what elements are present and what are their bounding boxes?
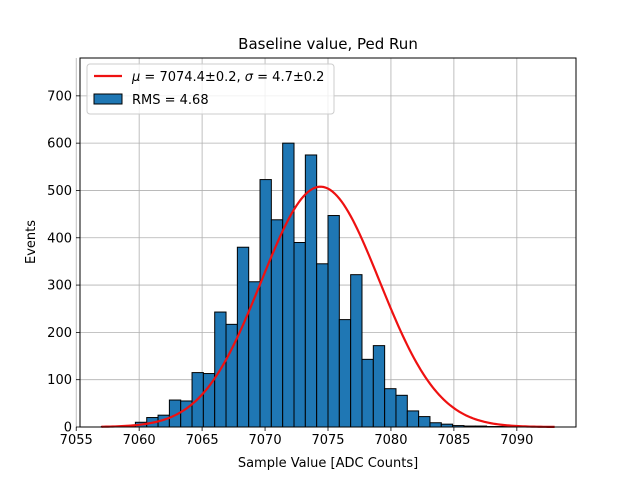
y-tick-label: 500	[47, 184, 72, 199]
x-tick-label: 7065	[186, 433, 219, 448]
histogram-bar	[350, 274, 363, 428]
histogram-bar	[327, 215, 340, 428]
histogram-bar	[406, 410, 420, 428]
histogram-bar	[418, 416, 431, 428]
y-tick-label: 700	[47, 89, 72, 104]
legend-fit-sigma-value: = 4.7±0.2	[253, 70, 324, 85]
x-tick-label: 7090	[500, 433, 533, 448]
legend-histogram-swatch	[93, 93, 123, 105]
y-tick-label: 200	[47, 326, 72, 341]
legend-fit-label: μ = 7074.4±0.2, σ = 4.7±0.2	[131, 70, 324, 85]
x-axis-label: Sample Value [ADC Counts]	[238, 456, 418, 471]
gaussian-fit-curve	[101, 185, 555, 428]
y-tick-label: 100	[47, 373, 72, 388]
histogram-bar	[338, 319, 352, 428]
y-tick-label: 0	[64, 421, 72, 436]
histogram-bar	[384, 388, 397, 428]
histogram-bar	[304, 154, 318, 428]
legend: μ = 7074.4±0.2, σ = 4.7±0.2 RMS = 4.68	[86, 63, 335, 115]
histogram-bar	[248, 281, 261, 428]
histogram-bar	[429, 422, 442, 428]
histogram-bar	[282, 142, 295, 428]
legend-fit-sigma: σ	[245, 70, 254, 85]
legend-histogram-label: RMS = 4.68	[132, 93, 209, 108]
x-tick-label: 7070	[249, 433, 282, 448]
y-tick-label: 400	[47, 231, 72, 246]
x-tick-label: 7055	[60, 433, 93, 448]
x-tick-label: 7085	[437, 433, 470, 448]
y-axis-label: Events	[24, 220, 39, 264]
histogram-bar	[293, 242, 306, 428]
y-axis-ticks: 0 100 200 300 400 500 600 700	[47, 89, 80, 436]
legend-fit-mu: μ	[131, 70, 140, 85]
histogram-bar	[316, 263, 329, 428]
fit-curve-group	[101, 185, 555, 428]
x-tick-label: 7060	[123, 433, 156, 448]
x-tick-label: 7080	[374, 433, 407, 448]
histogram-bar	[395, 394, 408, 428]
legend-fit-mu-value: = 7074.4±0.2,	[140, 70, 244, 85]
y-tick-label: 600	[47, 137, 72, 152]
legend-box	[86, 63, 335, 115]
chart-title: Baseline value, Ped Run	[238, 35, 418, 53]
histogram-bar	[361, 358, 374, 428]
x-tick-label: 7075	[311, 433, 344, 448]
histogram-bar	[259, 179, 272, 428]
histogram-bar	[236, 246, 250, 428]
y-tick-label: 300	[47, 279, 72, 294]
x-axis-ticks: 7055 7060 7065 7070 7075 7080 7085 7090	[60, 427, 533, 448]
histogram-bar	[372, 345, 386, 428]
